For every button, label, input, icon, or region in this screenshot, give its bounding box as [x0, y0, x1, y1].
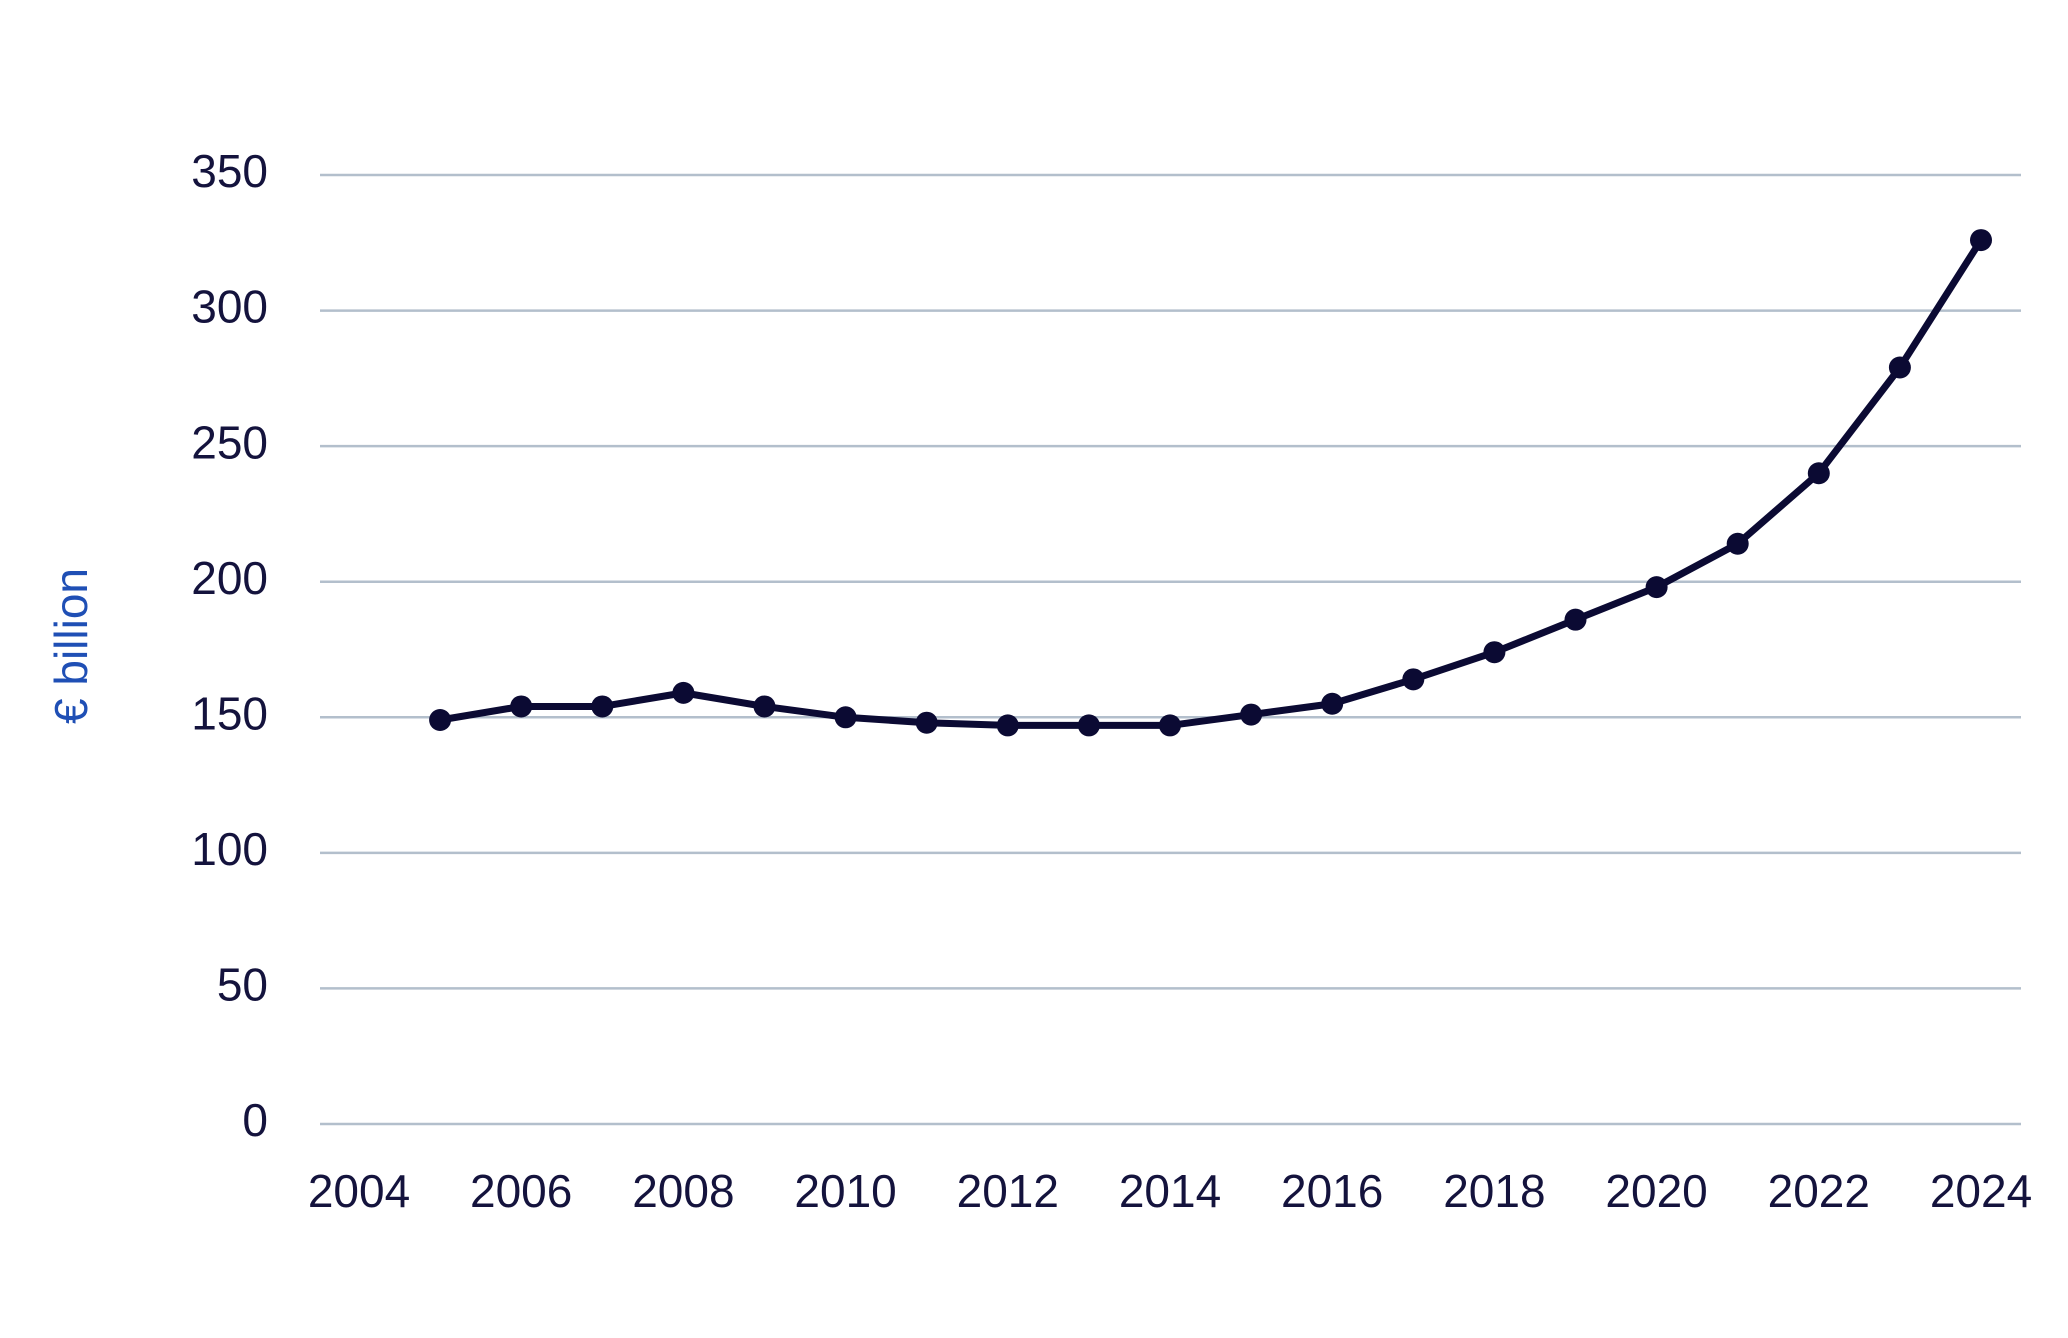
- data-point: [1726, 532, 1749, 555]
- data-point: [1888, 356, 1911, 379]
- data-point: [1240, 703, 1263, 726]
- data-point: [1321, 692, 1344, 715]
- data-point: [1564, 608, 1587, 631]
- x-tick-label: 2010: [794, 1165, 896, 1217]
- x-tick-label: 2022: [1768, 1165, 1870, 1217]
- data-point: [672, 681, 695, 704]
- x-tick-label: 2008: [632, 1165, 734, 1217]
- data-point: [1483, 641, 1506, 664]
- data-point: [591, 695, 614, 718]
- data-point: [1645, 576, 1668, 599]
- y-axis-label: € billion: [45, 568, 97, 724]
- y-tick-label: 350: [191, 145, 268, 197]
- x-tick-label: 2006: [470, 1165, 572, 1217]
- y-tick-label: 200: [191, 552, 268, 604]
- y-tick-label: 0: [242, 1094, 268, 1146]
- data-point: [753, 695, 776, 718]
- x-tick-label: 2020: [1605, 1165, 1707, 1217]
- data-point: [510, 695, 533, 718]
- data-point: [834, 706, 857, 729]
- y-tick-label: 300: [191, 281, 268, 333]
- data-point: [915, 711, 938, 734]
- data-point: [429, 708, 452, 731]
- x-tick-label: 2014: [1119, 1165, 1221, 1217]
- data-point: [1970, 229, 1992, 252]
- data-point: [1159, 714, 1181, 737]
- y-tick-label: 50: [217, 959, 268, 1011]
- data-line: [439, 238, 1984, 729]
- data-point: [1807, 462, 1830, 485]
- data-point: [996, 714, 1019, 737]
- x-tick-label: 2004: [308, 1165, 410, 1217]
- data-point: [1402, 668, 1425, 691]
- data-point: [1077, 714, 1100, 737]
- x-tick-label: 2024: [1930, 1165, 2032, 1217]
- x-tick-label: 2018: [1443, 1165, 1545, 1217]
- y-tick-label: 100: [191, 823, 268, 875]
- x-tick-label: 2012: [957, 1165, 1059, 1217]
- y-tick-label: 150: [191, 687, 268, 739]
- x-tick-label: 2016: [1281, 1165, 1383, 1217]
- y-tick-label: 250: [191, 416, 268, 468]
